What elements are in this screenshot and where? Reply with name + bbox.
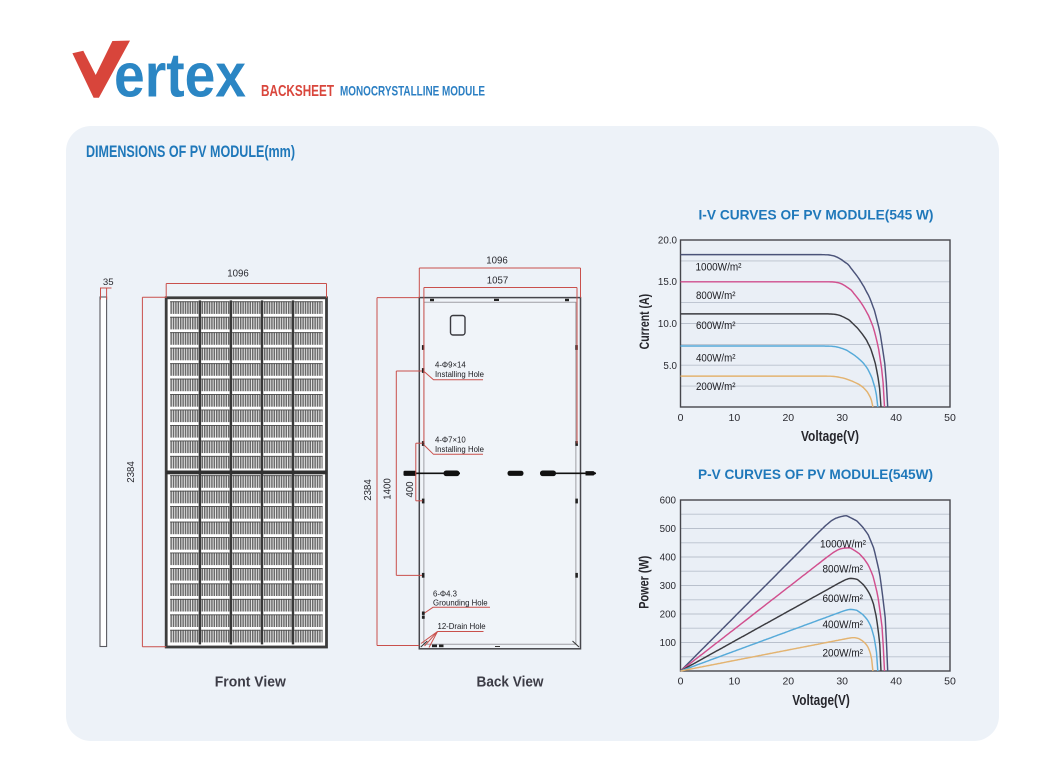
svg-text:Voltage(V): Voltage(V) [801,428,859,445]
svg-text:600W/m²: 600W/m² [696,320,736,332]
svg-text:800W/m²: 800W/m² [696,290,736,302]
svg-text:4-Φ7×10: 4-Φ7×10 [435,436,466,445]
svg-text:400: 400 [405,481,416,497]
svg-text:1000W/m²: 1000W/m² [696,261,742,273]
svg-text:30: 30 [836,676,848,688]
svg-text:Installing Hole: Installing Hole [435,445,484,454]
svg-text:400: 400 [660,553,677,564]
svg-text:100: 100 [660,638,677,649]
svg-text:I-V CURVES OF PV MODULE(545 W): I-V CURVES OF PV MODULE(545 W) [699,207,934,223]
svg-text:800W/m²: 800W/m² [823,564,864,576]
svg-text:30: 30 [836,412,848,424]
svg-text:DIMENSIONS OF PV MODULE(mm): DIMENSIONS OF PV MODULE(mm) [86,143,295,161]
svg-text:40: 40 [890,676,902,688]
svg-text:600: 600 [660,496,677,507]
svg-text:1057: 1057 [487,276,509,287]
svg-text:300: 300 [660,581,677,592]
svg-text:Installing Hole: Installing Hole [435,370,484,379]
svg-text:1096: 1096 [486,256,508,267]
svg-text:400W/m²: 400W/m² [696,353,736,365]
svg-text:600W/m²: 600W/m² [823,593,864,605]
svg-text:Current (A): Current (A) [636,294,652,350]
svg-text:10: 10 [729,676,741,688]
svg-text:400W/m²: 400W/m² [823,619,864,631]
svg-text:BACKSHEET: BACKSHEET [261,83,334,100]
svg-text:10.0: 10.0 [658,319,678,330]
svg-text:1000W/m²: 1000W/m² [820,539,866,551]
svg-text:40: 40 [890,412,902,424]
svg-text:20: 20 [782,412,794,424]
svg-text:MONOCRYSTALLINE MODULE: MONOCRYSTALLINE MODULE [340,83,485,99]
svg-text:20: 20 [782,676,794,688]
svg-text:200W/m²: 200W/m² [696,381,736,393]
svg-text:200: 200 [660,610,677,621]
svg-text:Front View: Front View [215,674,287,690]
svg-text:0: 0 [678,676,684,688]
svg-text:2384: 2384 [363,479,374,501]
svg-text:50: 50 [944,412,956,424]
svg-text:20.0: 20.0 [658,236,678,247]
svg-text:P-V CURVES OF PV MODULE(545W): P-V CURVES OF PV MODULE(545W) [698,466,933,482]
svg-text:10: 10 [729,412,741,424]
svg-text:500: 500 [660,524,677,535]
svg-text:5.0: 5.0 [663,361,677,372]
svg-text:200W/m²: 200W/m² [823,648,864,660]
svg-text:ertex: ertex [114,42,246,111]
svg-text:Power (W): Power (W) [636,556,652,609]
svg-text:0: 0 [678,412,684,424]
svg-text:6-Φ4.3: 6-Φ4.3 [433,590,457,599]
svg-text:Back View: Back View [477,675,545,691]
svg-text:35: 35 [103,277,114,288]
svg-text:Grounding Hole: Grounding Hole [433,599,488,608]
svg-text:15.0: 15.0 [658,277,678,288]
svg-text:2384: 2384 [126,461,137,483]
svg-text:1400: 1400 [383,478,394,500]
svg-text:4-Φ9×14: 4-Φ9×14 [435,361,466,370]
svg-text:50: 50 [944,676,956,688]
svg-text:Voltage(V): Voltage(V) [792,692,850,709]
svg-text:12-Drain Hole: 12-Drain Hole [438,622,486,631]
svg-text:1096: 1096 [227,269,249,280]
